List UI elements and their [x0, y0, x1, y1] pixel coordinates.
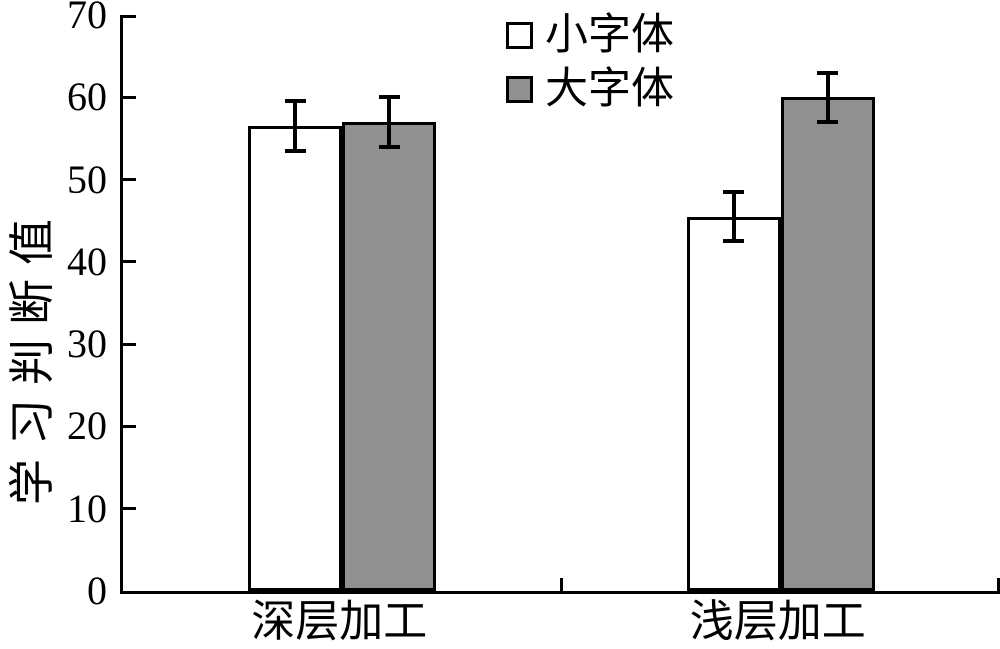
y-tick [123, 424, 136, 428]
error-bar-series1-cat0 [387, 97, 392, 147]
error-bar-top-cap-series1-cat0 [378, 95, 400, 100]
error-bar-top-cap-series0-cat0 [284, 99, 306, 104]
x-category-label: 深层加工 [251, 597, 428, 646]
error-bar-bottom-cap-series0-cat0 [284, 148, 306, 153]
bar-series0-cat0 [248, 126, 343, 591]
error-bar-bottom-cap-series1-cat0 [378, 144, 400, 149]
error-bar-top-cap-series0-cat1 [723, 189, 745, 194]
legend-item-series1: 大字体 [506, 62, 674, 116]
legend-swatch-series1 [506, 75, 533, 103]
y-tick [123, 15, 136, 18]
y-tick-label: 30 [67, 321, 107, 367]
y-tick-label: 40 [67, 238, 107, 284]
legend-label-series0: 小字体 [545, 11, 674, 59]
y-tick-label: 60 [67, 74, 107, 120]
error-bar-series1-cat1 [825, 72, 830, 122]
y-tick [123, 178, 136, 182]
x-category-label: 浅层加工 [689, 597, 866, 646]
error-bar-bottom-cap-series1-cat1 [817, 119, 839, 124]
bar-series0-cat1 [686, 216, 781, 591]
legend-item-series0: 小字体 [506, 8, 674, 62]
error-bar-series0-cat0 [293, 101, 298, 151]
error-bar-bottom-cap-series0-cat1 [723, 239, 745, 244]
y-tick-label: 70 [67, 0, 107, 37]
error-bar-series0-cat1 [731, 191, 736, 242]
bar-series1-cat0 [342, 121, 437, 591]
legend: 小字体 大字体 [506, 8, 674, 116]
legend-swatch-series0 [506, 21, 533, 49]
x-tick [560, 578, 563, 591]
y-tick [123, 260, 136, 264]
y-tick-label: 20 [67, 403, 107, 449]
plot-area [120, 15, 1000, 594]
y-tick-label: 50 [67, 156, 107, 202]
x-tick [997, 578, 1000, 591]
error-bar-top-cap-series1-cat1 [817, 70, 839, 75]
bar-series1-cat1 [780, 97, 875, 591]
y-tick [123, 507, 136, 511]
y-tick [123, 342, 136, 346]
y-tick-label: 10 [67, 485, 107, 531]
legend-label-series1: 大字体 [545, 65, 674, 113]
y-tick-label: 0 [87, 568, 107, 613]
y-tick [123, 95, 136, 99]
